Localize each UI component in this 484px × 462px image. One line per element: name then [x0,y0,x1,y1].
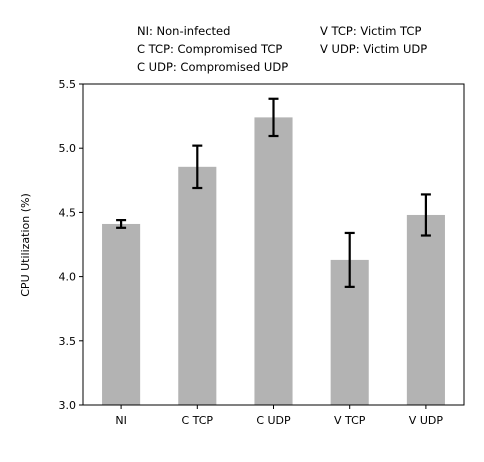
y-axis-label: CPU Utilization (%) [19,193,32,297]
bar-ni [102,223,141,405]
y-axis-ticks: 3.0 3.5 4.0 4.5 5.0 5.5 [59,78,83,412]
bar-c-udp [254,117,293,405]
x-tick-label-v-tcp: V TCP [334,414,366,427]
legend-note-ni: NI: Non-infected [137,24,231,38]
y-tick-label: 5.5 [59,78,77,91]
legend-note-v-tcp: V TCP: Victim TCP [320,24,422,38]
y-tick-label: 4.0 [59,271,77,284]
errorbars-group [116,97,431,288]
legend-note-v-udp: V UDP: Victim UDP [320,42,428,56]
y-tick-label: 3.0 [59,399,77,412]
x-tick-label-ni: NI [115,414,126,427]
y-tick-label: 3.5 [59,335,77,348]
bars-group [102,117,445,405]
legend-note-c-udp: C UDP: Compromised UDP [137,60,289,74]
x-axis-ticks: NI C TCP C UDP V TCP V UDP [115,405,443,427]
x-tick-label-c-tcp: C TCP [182,414,214,427]
bar-v-udp [406,214,445,405]
x-tick-label-c-udp: C UDP [256,414,291,427]
bar-c-tcp [178,166,217,405]
legend-note-c-tcp: C TCP: Compromised TCP [137,42,283,56]
y-tick-label: 5.0 [59,142,77,155]
y-tick-label: 4.5 [59,206,77,219]
x-tick-label-v-udp: V UDP [409,414,444,427]
